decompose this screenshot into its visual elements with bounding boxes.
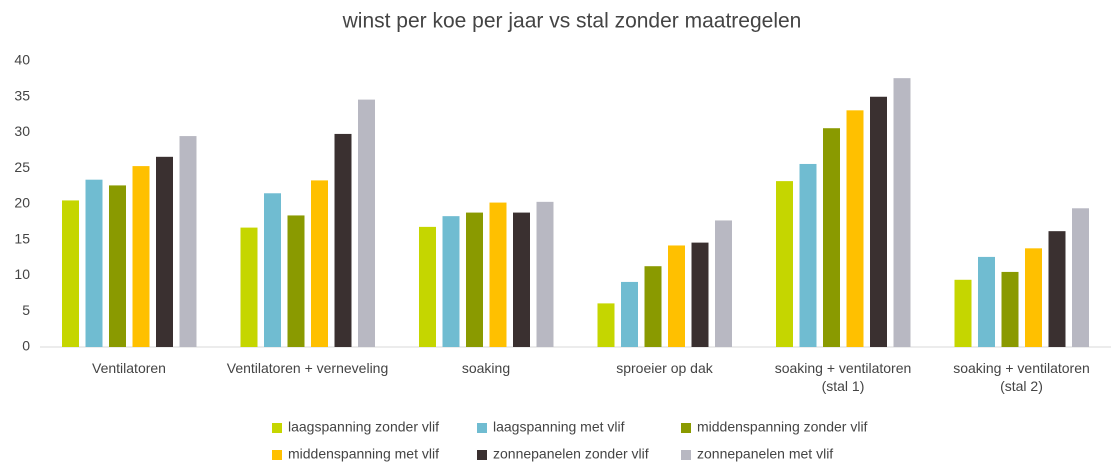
bar (513, 212, 530, 347)
bar (978, 256, 995, 347)
legend-label: middenspanning met vlif (288, 446, 439, 462)
y-tick-label: 25 (14, 159, 30, 175)
x-tick-label: soaking + ventilatoren (stal 1) (774, 360, 912, 394)
bar (715, 220, 732, 347)
x-tick-label: soaking + ventilatoren (stal 2) (953, 360, 1090, 394)
x-tick-label: Ventilatoren (92, 360, 166, 376)
bar (691, 242, 709, 347)
bar (644, 266, 662, 347)
bar (264, 193, 281, 347)
bar (419, 226, 436, 347)
legend-swatch (477, 450, 487, 460)
bar (846, 110, 864, 348)
legend-swatch (272, 450, 282, 460)
bar (776, 181, 793, 347)
x-tick-label: soaking (461, 360, 511, 376)
bar (1001, 271, 1019, 347)
bar (334, 133, 352, 347)
bar (621, 281, 638, 347)
x-tick-label: Ventilatoren + verneveling (226, 360, 389, 376)
bar (1025, 248, 1042, 347)
bar (240, 227, 258, 347)
legend-label: laagspanning zonder vlif (288, 419, 439, 435)
bar (132, 166, 150, 347)
legend-label: zonnepanelen met vlif (697, 446, 833, 462)
bar (442, 216, 460, 347)
bar (799, 163, 817, 347)
bar (668, 245, 685, 347)
y-tick-label: 5 (22, 302, 30, 318)
y-tick-label: 20 (14, 195, 30, 211)
y-tick-label: 40 (14, 52, 30, 68)
bar (109, 185, 126, 347)
bar (156, 156, 173, 347)
chart-title: winst per koe per jaar vs stal zonder ma… (342, 10, 802, 33)
bar (466, 212, 483, 347)
y-tick-label: 10 (14, 266, 30, 282)
legend-label: laagspanning met vlif (493, 419, 625, 435)
y-tick-label: 15 (14, 230, 30, 246)
bar (823, 128, 840, 347)
bar (358, 99, 375, 347)
legend-label: zonnepanelen zonder vlif (493, 446, 649, 462)
bar (311, 180, 328, 347)
y-tick-label: 30 (14, 123, 30, 139)
bar (1072, 208, 1089, 347)
bar (287, 215, 305, 347)
bar (179, 136, 197, 347)
legend-swatch (681, 423, 691, 433)
y-tick-label: 35 (14, 87, 30, 103)
bar (62, 200, 79, 347)
bar (85, 179, 103, 347)
bar (954, 279, 972, 347)
bar (489, 202, 507, 347)
legend-swatch (681, 450, 691, 460)
x-tick-label: sproeier op dak (616, 360, 713, 376)
bar (597, 303, 615, 347)
bar (1048, 231, 1066, 347)
bar (536, 201, 554, 347)
y-tick-label: 0 (22, 338, 30, 354)
bar (870, 96, 887, 347)
bar (893, 78, 911, 347)
legend-label: middenspanning zonder vlif (697, 419, 868, 435)
legend-swatch (272, 423, 282, 433)
legend-swatch (477, 423, 487, 433)
